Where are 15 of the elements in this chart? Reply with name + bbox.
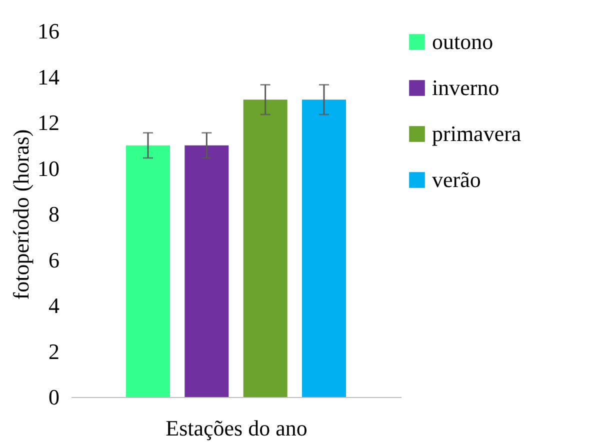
legend-label: primavera	[432, 121, 522, 146]
y-tick-label: 6	[48, 247, 60, 272]
legend-label: outono	[432, 29, 494, 54]
y-tick-label: 14	[38, 64, 60, 90]
y-tick-label: 10	[38, 156, 60, 181]
y-tick-label: 12	[38, 110, 60, 135]
y-axis-title: fotoperíodo (horas)	[8, 129, 34, 300]
y-tick-label: 0	[48, 384, 60, 410]
legend-label: inverno	[432, 75, 500, 100]
y-tick-label: 4	[48, 293, 60, 318]
x-axis-title: Estações do ano	[166, 416, 308, 440]
y-tick-label: 2	[48, 338, 60, 364]
legend-label: verão	[432, 167, 481, 192]
y-tick-label: 8	[48, 202, 60, 226]
y-tick-label: 16	[38, 18, 60, 44]
